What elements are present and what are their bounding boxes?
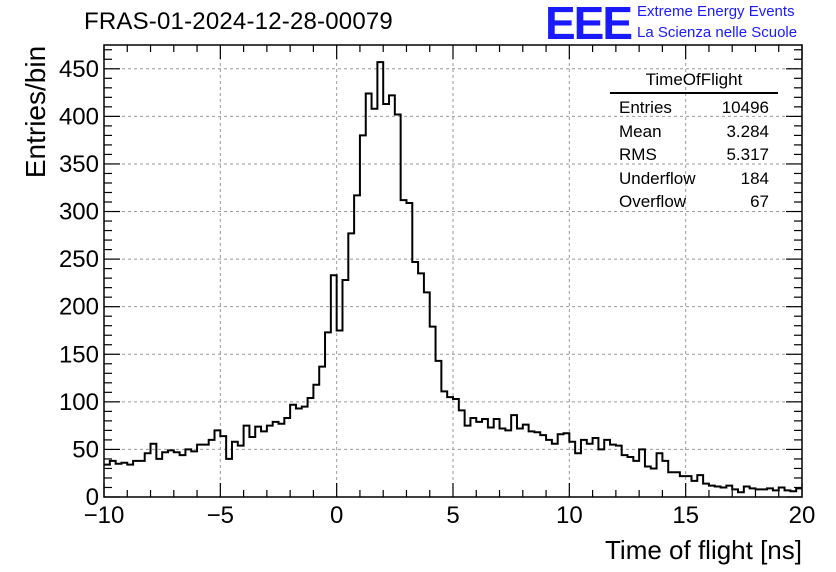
x-tick-label: 10 (556, 502, 583, 529)
stats-row-overflow: Overflow 67 (610, 190, 778, 214)
stats-value: 10496 (721, 98, 769, 117)
x-tick-label: −10 (84, 502, 125, 529)
stats-box: TimeOfFlight Entries 10496 Mean 3.284 RM… (610, 70, 778, 214)
y-tick-label: 200 (59, 294, 99, 321)
eee-logo: EEE (545, 0, 633, 49)
y-tick-label: 450 (59, 56, 99, 83)
stats-value: 3.284 (726, 121, 769, 141)
stats-label: Mean (619, 121, 662, 141)
stats-value: 67 (750, 192, 769, 211)
stats-row-mean: Mean 3.284 (610, 120, 778, 144)
stats-label: Entries (619, 98, 672, 117)
y-tick-label: 250 (59, 246, 99, 273)
axis-ticks (103, 45, 803, 498)
y-tick-label: 300 (59, 199, 99, 226)
logo-subtitle-line1: Extreme Energy Events (637, 3, 795, 20)
stats-row-entries: Entries 10496 (610, 96, 778, 120)
x-tick-label: 15 (672, 502, 699, 529)
y-axis-label: Entries/bin (20, 45, 51, 179)
logo-subtitle-line2: La Scienza nelle Scuole (637, 24, 798, 41)
y-tick-label: 400 (59, 103, 99, 130)
stats-value: 5.317 (726, 145, 769, 164)
stats-row-underflow: Underflow 184 (610, 167, 778, 191)
y-tick-label: 50 (72, 436, 99, 463)
x-tick-label: 20 (789, 502, 816, 529)
stats-value: 184 (740, 168, 769, 188)
x-tick-label: −5 (207, 502, 234, 529)
y-tick-label: 150 (59, 341, 99, 368)
x-tick-label: 0 (330, 502, 343, 529)
stats-row-rms: RMS 5.317 (610, 143, 778, 167)
x-axis-label: Time of flight [ns] (605, 535, 802, 565)
x-tick-label: 5 (446, 502, 459, 529)
stats-label: Underflow (619, 168, 696, 188)
stats-box-title: TimeOfFlight (610, 70, 778, 94)
plot-frame (103, 44, 803, 498)
y-tick-label: 100 (59, 389, 99, 416)
stats-label: Overflow (619, 192, 687, 211)
y-tick-label: 0 (86, 484, 99, 511)
grid-lines (104, 45, 802, 497)
stats-label: RMS (619, 145, 657, 164)
histogram-line (104, 61, 802, 494)
y-tick-label: 350 (59, 151, 99, 178)
run-title: FRAS-01-2024-12-28-00079 (84, 8, 393, 35)
